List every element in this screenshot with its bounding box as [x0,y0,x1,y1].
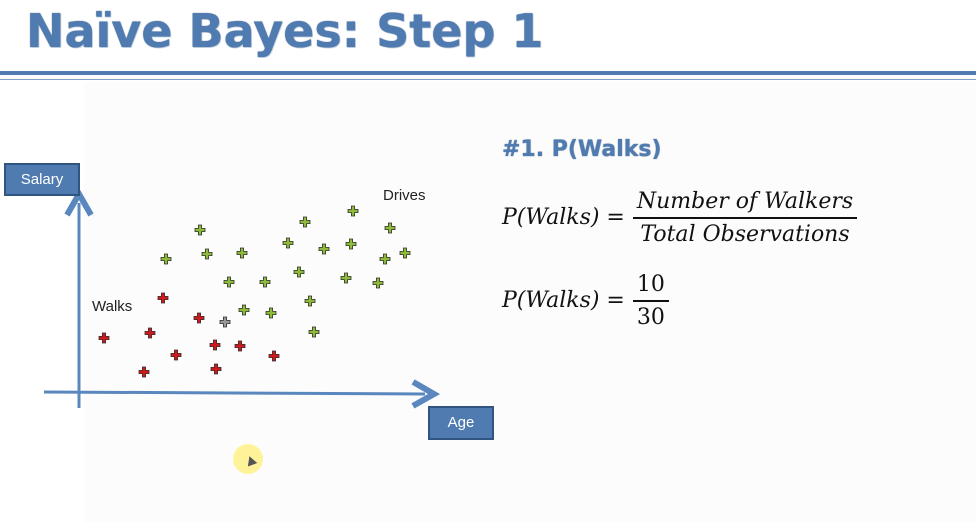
prior-value: P(Walks) = 10 30 [502,272,669,330]
walks-point [209,339,221,351]
drives-point [265,307,277,319]
walks-point [210,363,222,375]
y-axis-label: Salary [4,163,80,196]
walks-point [193,312,205,324]
title-divider [0,71,976,75]
walks-point [98,332,110,344]
value-numerator: 10 [636,272,665,297]
walks-point [144,327,156,339]
drives-point [194,224,206,236]
drives-point [318,243,330,255]
drives-point [160,253,172,265]
drives-point [236,247,248,259]
walks-point [157,292,169,304]
slide-area [84,82,976,522]
title-divider-thin [0,79,976,80]
drives-point [282,237,294,249]
fraction-bar [632,217,858,219]
formula-lhs: P(Walks) = [502,205,625,231]
drives-point [201,248,213,260]
drives-point [293,266,305,278]
walks-point [170,349,182,361]
data-points [98,205,411,378]
drives-point [399,247,411,259]
drives-point [345,238,357,250]
page-title: Naïve Bayes: Step 1 [26,4,544,58]
drives-point [259,276,271,288]
drives-point [347,205,359,217]
x-axis [43,392,425,394]
drives-point [238,304,250,316]
formula-fraction: Number of Walkers Total Observations [632,189,858,247]
value-denominator: 30 [636,304,665,330]
drives-point [340,272,352,284]
walks-point [234,340,246,352]
new-point [219,316,231,328]
drives-point [223,276,235,288]
walks-point [138,366,150,378]
walks-point [268,350,280,362]
drives-point [299,216,311,228]
drives-point [304,295,316,307]
drives-point [384,222,396,234]
drives-point [379,253,391,265]
formula-denominator: Total Observations [640,221,850,247]
fraction-bar [632,300,669,302]
walks-class-label: Walks [92,298,133,315]
step-heading: #1. P(Walks) [502,137,662,162]
x-axis-label: Age [428,406,494,440]
drives-point [308,326,320,338]
cursor-highlight [233,444,263,474]
value-lhs: P(Walks) = [502,288,625,314]
formula-numerator: Number of Walkers [636,189,854,214]
drives-point [372,277,384,289]
value-fraction: 10 30 [632,272,669,330]
prior-formula: P(Walks) = Number of Walkers Total Obser… [502,189,858,247]
drives-class-label: Drives [383,187,426,204]
